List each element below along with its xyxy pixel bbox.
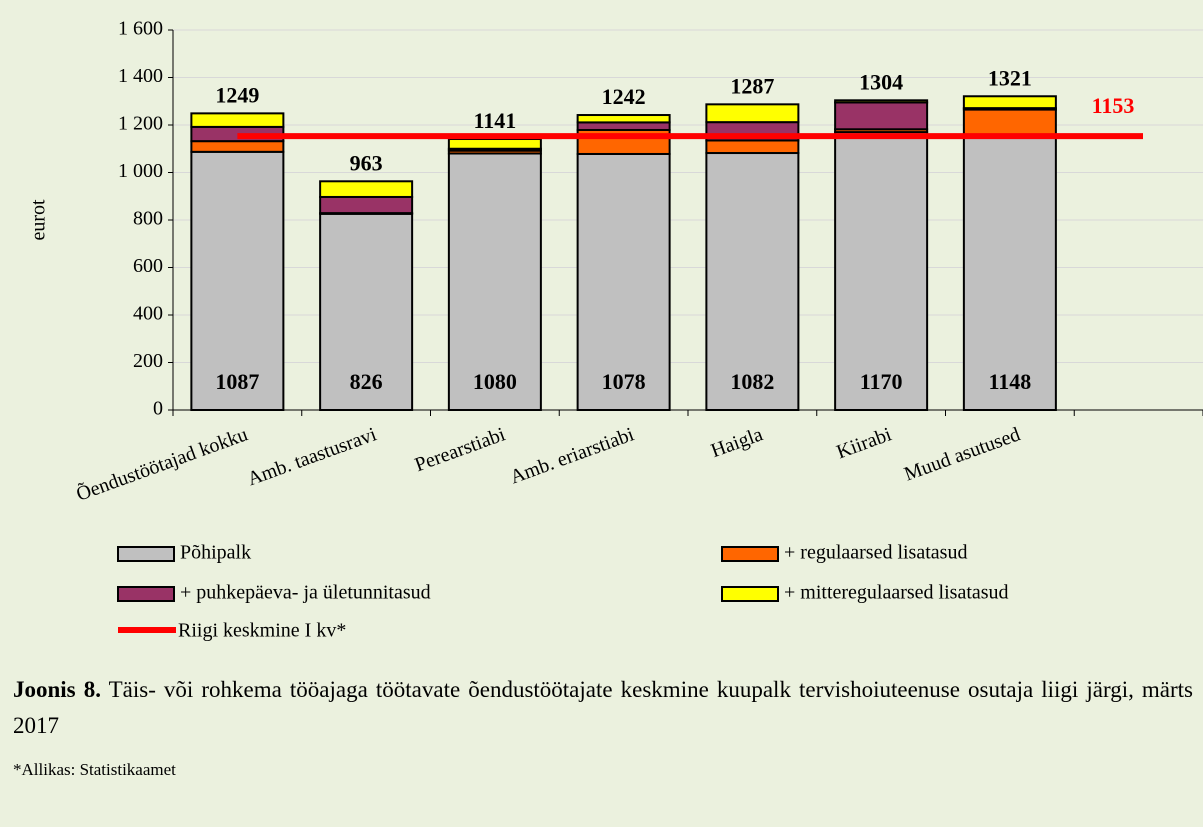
legend-label: Riigi keskmine I kv* <box>178 620 346 642</box>
total-label: 1321 <box>988 65 1032 90</box>
legend-label: + regulaarsed lisatasud <box>784 542 967 564</box>
x-tick-label: Kiirabi <box>834 423 895 463</box>
base-label: 1170 <box>860 369 903 394</box>
bar-segment <box>834 101 929 131</box>
total-label: 963 <box>350 150 383 175</box>
y-tick-label: 600 <box>133 255 163 277</box>
legend-swatch <box>117 586 175 602</box>
y-tick-label: 0 <box>153 398 163 420</box>
bar-segment <box>576 121 671 131</box>
total-label: 1304 <box>859 69 903 94</box>
caption: Joonis 8. Täis- või rohkema tööajaga töö… <box>13 672 1193 744</box>
x-tick-label: Perearstiabi <box>412 423 509 476</box>
base-label: 1148 <box>988 369 1031 394</box>
base-label: 1080 <box>473 369 517 394</box>
bar-segment <box>319 195 414 215</box>
legend-label: + mitteregulaarsed lisatasud <box>784 582 1009 604</box>
bar-segment <box>576 114 671 124</box>
y-tick-label: 400 <box>133 303 163 325</box>
base-label: 826 <box>350 369 383 394</box>
bar-segment <box>190 112 285 128</box>
bar-segment <box>190 150 285 411</box>
caption-label: Joonis 8. <box>13 677 101 702</box>
x-tick-label: Õendustöötajad kokku <box>73 421 251 505</box>
y-tick-label: 1 600 <box>118 18 163 40</box>
source: *Allikas: Statistikaamet <box>13 760 176 779</box>
x-tick-label: Haigla <box>708 423 766 462</box>
legend-swatch <box>117 546 175 562</box>
total-label: 1141 <box>473 108 516 133</box>
bar-segment <box>705 139 800 155</box>
bar-segment <box>576 152 671 411</box>
base-label: 1078 <box>602 369 646 394</box>
legend-label: + puhkepäeva- ja ületunnitasud <box>180 582 431 604</box>
base-label: 1087 <box>215 369 259 394</box>
total-label: 1287 <box>730 73 774 98</box>
total-label: 1242 <box>602 84 646 109</box>
x-tick-label: Muud asutused <box>901 423 1023 485</box>
legend-swatch <box>721 546 779 562</box>
bar-segment <box>319 212 414 411</box>
bar-segment <box>447 152 542 411</box>
bar-segment <box>834 99 929 104</box>
bar-segment <box>962 95 1057 110</box>
legend-swatch <box>721 586 779 602</box>
y-tick-label: 1 200 <box>118 113 163 135</box>
chart: eurot 0 200 400 600 800 1 000 1 200 1 400 1 600 Õ… <box>28 18 1203 642</box>
x-tick-label: Amb. eriarstiabi <box>507 423 637 488</box>
bar-segment <box>190 140 285 153</box>
y-tick-label: 1 400 <box>118 65 163 87</box>
y-tick-label: 1 000 <box>118 160 163 182</box>
bar-segment <box>447 138 542 150</box>
legend-label: Põhipalk <box>180 542 251 564</box>
caption-text: Täis- või rohkema tööajaga töötavate õen… <box>13 677 1193 738</box>
bar-segment <box>962 136 1057 411</box>
bar-segment <box>319 180 414 198</box>
y-axis-label: eurot <box>28 199 50 241</box>
bar-segment <box>705 103 800 124</box>
bar-segment <box>834 131 929 411</box>
reference-label: 1153 <box>1092 93 1135 118</box>
total-label: 1249 <box>215 82 259 107</box>
base-label: 1082 <box>730 369 774 394</box>
y-tick-label: 200 <box>133 350 163 372</box>
x-tick-label: Amb. taastusravi <box>245 423 380 490</box>
y-tick-label: 800 <box>133 208 163 230</box>
